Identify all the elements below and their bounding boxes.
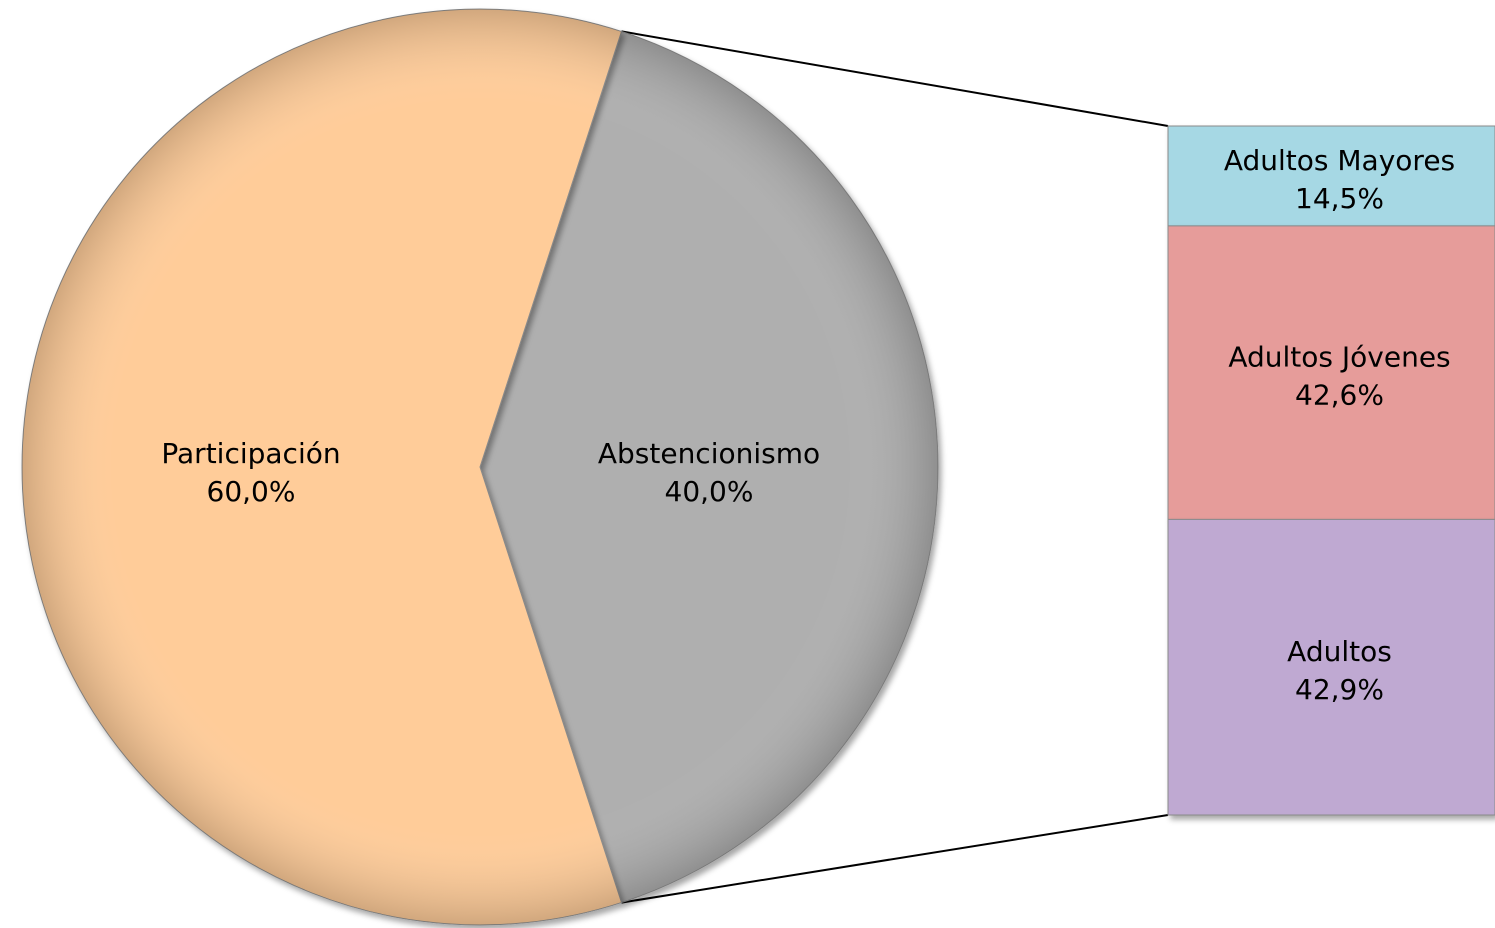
pie: Abstencionismo 40,0% Participación 60,0% xyxy=(21,8,939,926)
bar-label-adultos-jovenes: Adultos Jóvenes 42,6% xyxy=(1228,341,1450,412)
bar-segment-adultos-jovenes xyxy=(1167,225,1495,520)
bar-segment-adultos xyxy=(1167,518,1495,816)
pie-label-participacion: Participación 60,0% xyxy=(161,437,340,508)
bar-label-adultos-mayores: Adultos Mayores 14,5% xyxy=(1224,144,1455,215)
bar-label-adultos: Adultos 42,9% xyxy=(1287,635,1392,706)
stacked-bar: Adultos Mayores 14,5% Adultos Jóvenes 42,6%… xyxy=(1167,125,1495,816)
pie-label-abstencionismo: Abstencionismo 40,0% xyxy=(598,437,820,508)
bar-segment-adultos-mayores xyxy=(1167,125,1495,227)
